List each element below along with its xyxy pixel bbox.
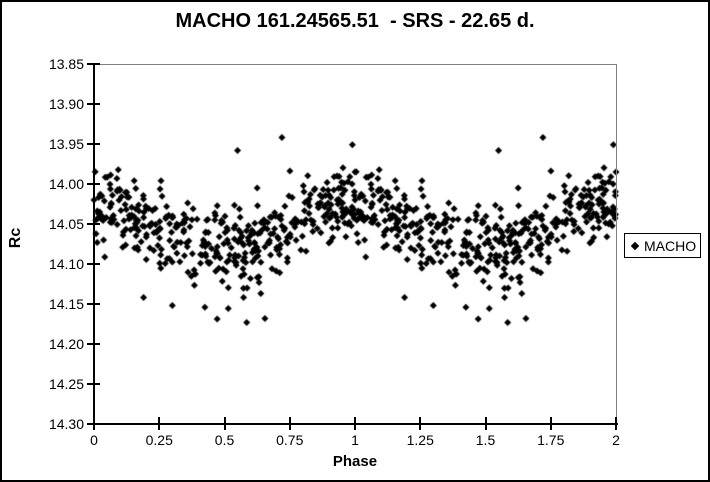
x-tick-label: 0 bbox=[90, 432, 98, 448]
y-tick-label: 14.25 bbox=[48, 376, 84, 392]
y-tick-label: 14.00 bbox=[48, 176, 84, 192]
x-tick-mark bbox=[484, 417, 487, 430]
y-axis-line bbox=[93, 63, 95, 425]
y-tick-mark bbox=[87, 383, 100, 385]
x-tick-mark bbox=[615, 417, 617, 430]
x-axis-title: Phase bbox=[332, 453, 378, 470]
x-tick-label: 2 bbox=[612, 432, 620, 448]
y-tick-label: 14.05 bbox=[48, 216, 84, 232]
plot-frame-top bbox=[94, 64, 617, 65]
y-tick-label: 14.15 bbox=[48, 296, 84, 312]
scatter-points-canvas bbox=[86, 56, 624, 432]
y-tick-mark bbox=[87, 263, 100, 265]
x-tick-label: 1.25 bbox=[406, 432, 434, 448]
y-tick-mark bbox=[87, 223, 100, 225]
y-tick-label: 14.20 bbox=[48, 336, 84, 352]
diamond-marker-icon bbox=[630, 241, 640, 250]
x-tick-label: 1.5 bbox=[475, 432, 496, 448]
y-tick-label: 13.95 bbox=[48, 136, 84, 152]
y-tick-mark bbox=[87, 183, 100, 185]
legend-label: MACHO bbox=[644, 237, 697, 254]
x-tick-mark bbox=[549, 417, 552, 430]
x-tick-label: 0.5 bbox=[214, 432, 235, 448]
chart-title: MACHO 161.24565.51 - SRS - 22.65 d. bbox=[175, 10, 535, 32]
y-tick-mark bbox=[87, 343, 100, 345]
y-axis-title: Rc bbox=[7, 227, 24, 249]
x-tick-mark bbox=[223, 417, 226, 430]
x-tick-mark bbox=[288, 417, 291, 430]
legend: MACHO bbox=[624, 233, 701, 258]
y-tick-mark bbox=[87, 103, 100, 105]
y-tick-label: 13.90 bbox=[48, 96, 84, 112]
x-tick-mark bbox=[354, 417, 356, 430]
y-tick-label: 13.85 bbox=[48, 56, 84, 72]
x-tick-label: 1.75 bbox=[537, 432, 565, 448]
x-tick-label: 1 bbox=[351, 432, 359, 448]
x-tick-label: 0.25 bbox=[145, 432, 173, 448]
y-tick-label: 14.10 bbox=[48, 256, 84, 272]
y-tick-mark bbox=[87, 63, 100, 65]
y-tick-label: 14.30 bbox=[48, 416, 84, 432]
y-tick-mark bbox=[87, 303, 100, 305]
x-tick-mark bbox=[158, 417, 161, 430]
y-tick-mark bbox=[87, 143, 100, 145]
x-tick-label: 0.75 bbox=[276, 432, 304, 448]
plot-frame-right bbox=[616, 64, 617, 424]
x-tick-mark bbox=[93, 417, 95, 430]
x-tick-mark bbox=[419, 417, 422, 430]
